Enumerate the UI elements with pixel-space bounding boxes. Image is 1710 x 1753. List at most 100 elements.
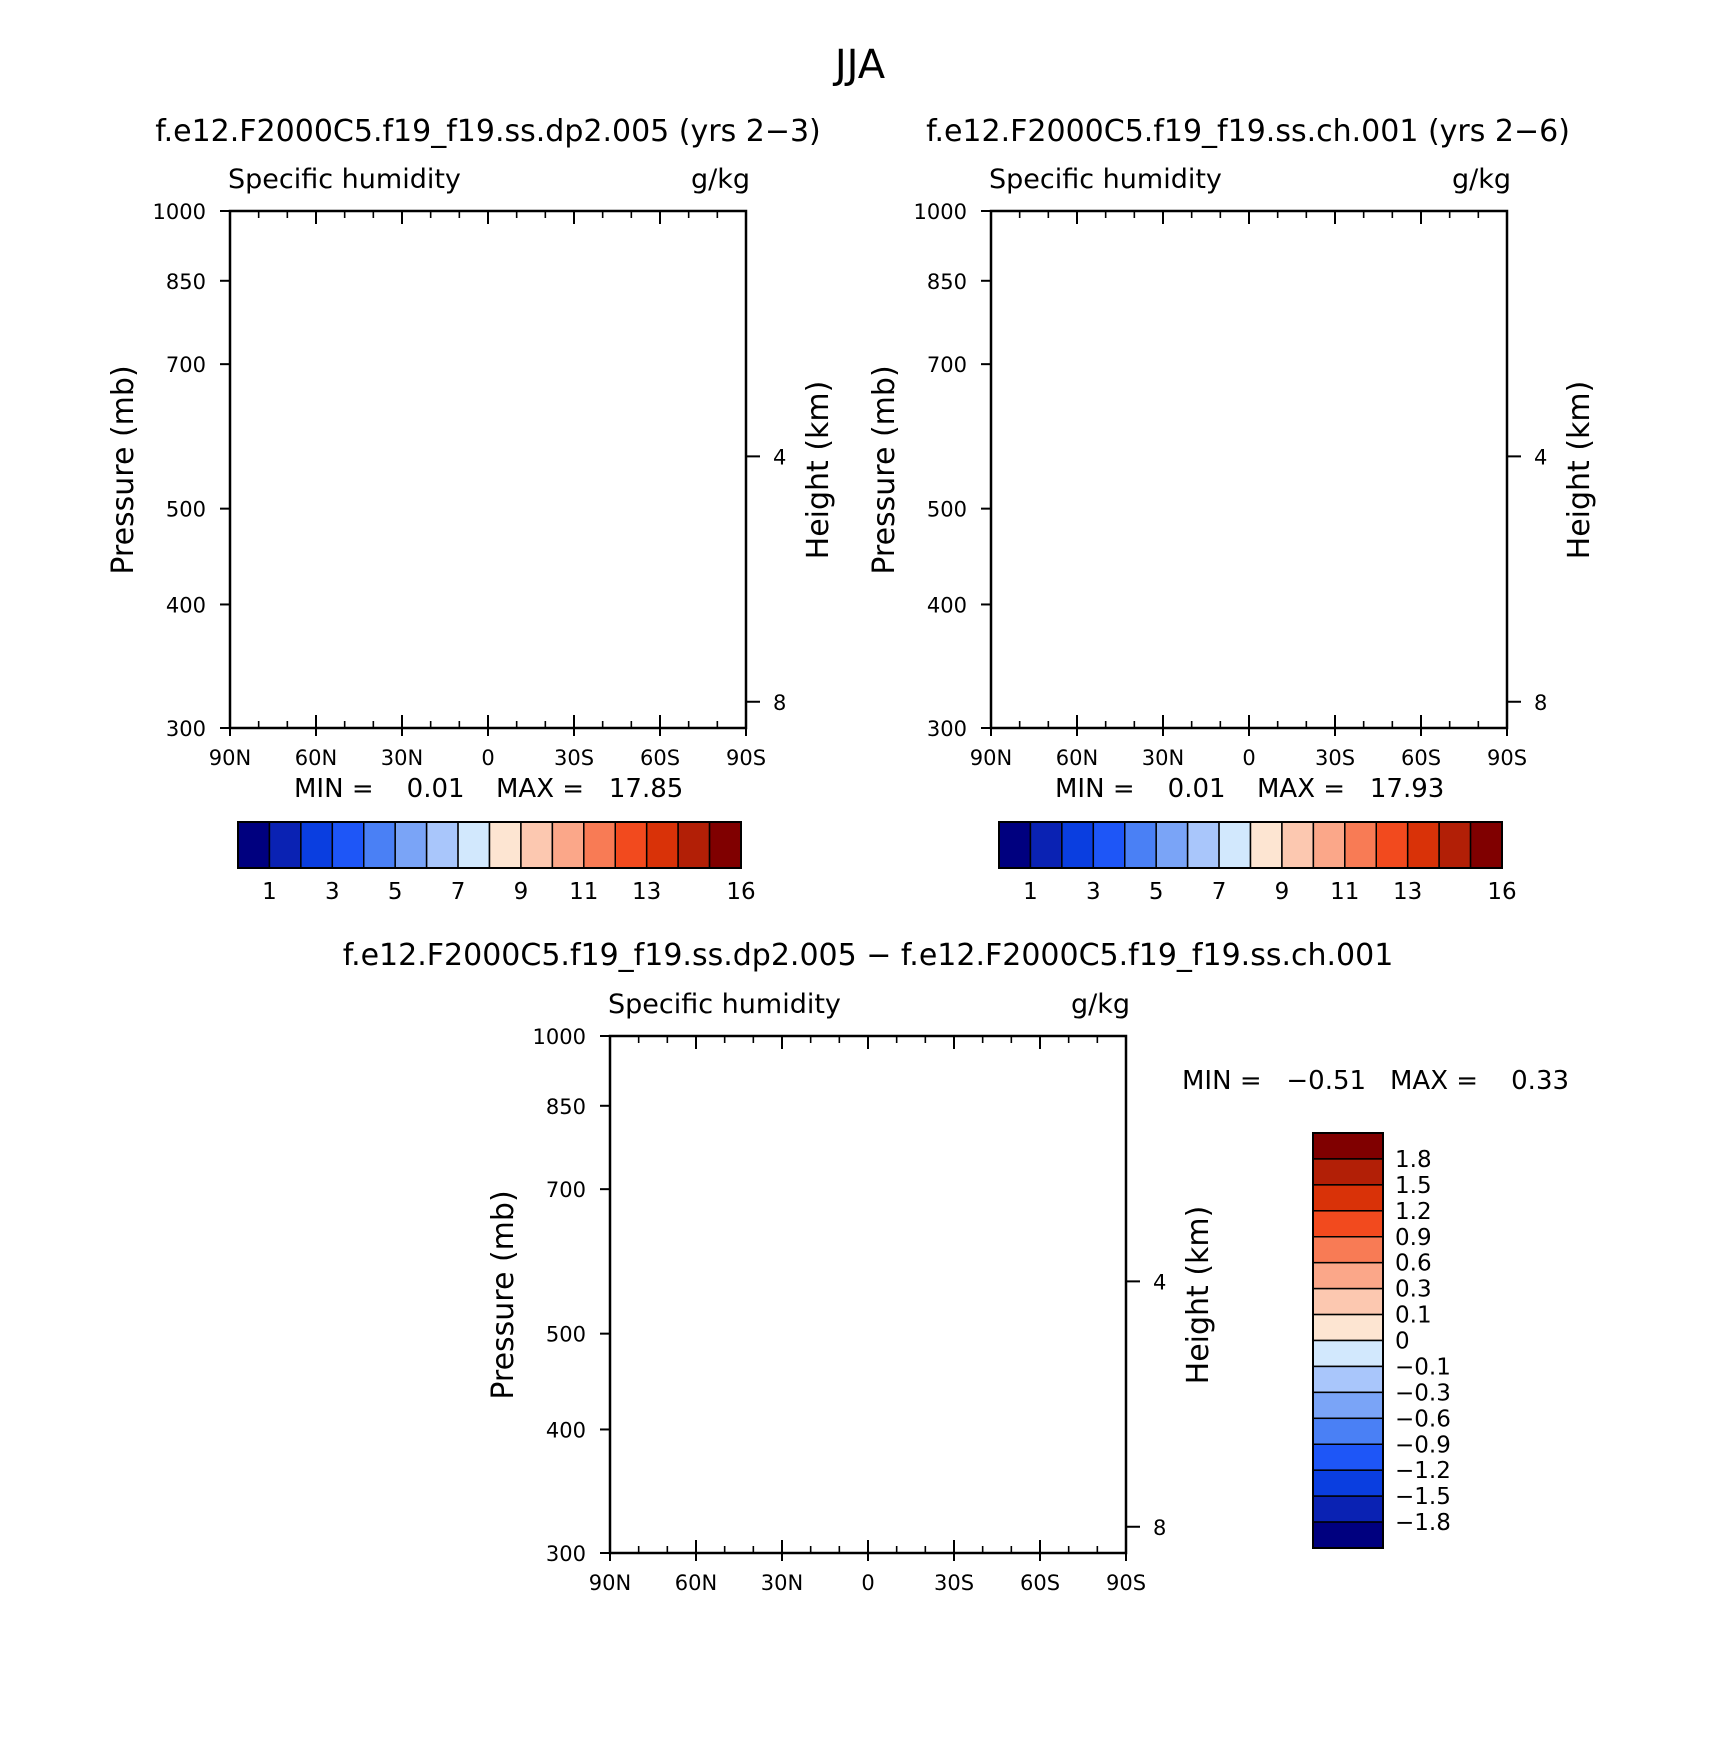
colorbar-label: −0.9 (1395, 1432, 1451, 1458)
colorbar-frame (1312, 1132, 1384, 1549)
colorbar-box (708, 821, 742, 869)
colorbar-box (1438, 821, 1472, 869)
colorbar-box (394, 821, 428, 869)
colorbar-label: 3 (325, 879, 340, 905)
panel-3-max: MAX = 0.33 (1390, 1066, 1569, 1096)
colorbar-box (1406, 821, 1440, 869)
x-tick-label: 0 (1242, 746, 1255, 770)
colorbar-label: −1.5 (1395, 1484, 1451, 1510)
y-tick-label: 850 (546, 1095, 586, 1119)
panel-2-axes: 90N 60N 30N 0 30S 60S 90S 300 400 500 700 850 1000 8 4 (914, 200, 1548, 770)
panel-1-title: f.e12.F2000C5.f19_f19.ss.dp2.005 (yrs 2−… (155, 114, 821, 149)
panel-1-frame (228, 209, 748, 730)
colorbar-label: 16 (1487, 879, 1516, 905)
x-tick-label: 60N (675, 1571, 717, 1595)
y-tick-label: 500 (166, 498, 206, 522)
panel-2-units-label: g/kg (1452, 164, 1511, 195)
x-tick-label: 30N (761, 1571, 803, 1595)
colorbar-label: 16 (726, 879, 755, 905)
colorbar-box (1312, 1261, 1384, 1290)
panel-2-min: MIN = 0.01 (1055, 774, 1226, 804)
colorbar-box (1312, 1365, 1384, 1394)
y-tick-label: 400 (546, 1418, 586, 1442)
colorbar-label: −0.1 (1395, 1354, 1451, 1380)
colorbar-box (488, 821, 522, 869)
colorbar-box (520, 821, 554, 869)
figure-title: JJA (832, 42, 886, 88)
colorbar-box (363, 821, 396, 869)
colorbar-box (425, 821, 459, 869)
x-tick-label: 90N (209, 746, 251, 770)
colorbar-box (1281, 821, 1315, 869)
y-tick-label: 300 (166, 717, 206, 741)
y-right-tick-label: 4 (773, 445, 786, 469)
colorbar-box (237, 821, 271, 869)
colorbar-box (1312, 1521, 1384, 1549)
colorbar-box (1312, 1287, 1384, 1316)
colorbar-label: 0.3 (1395, 1277, 1432, 1303)
y-tick-label: 300 (546, 1542, 586, 1566)
panel-3-frame (608, 1034, 1128, 1555)
colorbar-label: 0.1 (1395, 1303, 1432, 1329)
colorbar-box (1344, 821, 1378, 869)
y-tick-label: 1000 (533, 1025, 586, 1049)
colorbar-label: 1.8 (1395, 1147, 1432, 1173)
colorbar-label: 13 (632, 879, 661, 905)
x-tick-label: 90N (970, 746, 1012, 770)
colorbar-label: 11 (569, 879, 598, 905)
colorbar-label: 3 (1086, 879, 1101, 905)
colorbar-box (1061, 821, 1095, 869)
panel-3-ylabel: Pressure (mb) (486, 1190, 521, 1399)
colorbar-box (1312, 821, 1346, 869)
colorbar-label: −0.3 (1395, 1380, 1451, 1406)
panel-1: f.e12.F2000C5.f19_f19.ss.dp2.005 (yrs 2−… (106, 114, 836, 905)
colorbar-label: 1.2 (1395, 1199, 1432, 1225)
panel-3-axes: 90N 60N 30N 0 30S 60S 90S 300 400 500 700 850 1000 8 4 (533, 1025, 1167, 1595)
x-tick-label: 30S (554, 746, 594, 770)
y-tick-label: 1000 (153, 200, 206, 224)
colorbar-box (1312, 1495, 1384, 1523)
colorbar-box (268, 821, 302, 869)
panel-3-units-label: g/kg (1071, 989, 1130, 1020)
colorbar-label: 0.9 (1395, 1225, 1432, 1251)
panel-1-colorbar: 1 3 5 7 9 11 13 16 (237, 821, 756, 905)
colorbar-box (614, 821, 648, 869)
y-tick-label: 300 (927, 717, 967, 741)
x-tick-label: 90S (1487, 746, 1527, 770)
colorbar-label: 1 (1023, 879, 1038, 905)
colorbar-box (1312, 1132, 1384, 1160)
colorbar-box (1249, 821, 1283, 869)
colorbar-box (998, 821, 1032, 869)
colorbar-box (1312, 1158, 1384, 1186)
colorbar-box (1312, 1184, 1384, 1212)
colorbar-label: 5 (388, 879, 403, 905)
colorbar-box (551, 821, 585, 869)
y-right-tick-label: 4 (1153, 1270, 1166, 1294)
panel-1-min: MIN = 0.01 (294, 774, 465, 804)
x-tick-label: 0 (861, 1571, 874, 1595)
y-tick-label: 700 (546, 1178, 586, 1202)
colorbar-box (1469, 821, 1503, 869)
panel-2-max: MAX = 17.93 (1257, 774, 1444, 804)
panel-1-ylabel: Pressure (mb) (106, 365, 141, 574)
colorbar-box (1312, 1469, 1384, 1497)
colorbar-box (1155, 821, 1189, 869)
x-tick-label: 90S (1106, 1571, 1146, 1595)
colorbar-box (1029, 821, 1063, 869)
panel-3-variable-label: Specific humidity (608, 989, 841, 1020)
colorbar-box (677, 821, 711, 869)
x-tick-label: 30S (934, 1571, 974, 1595)
colorbar-frame (998, 821, 1503, 869)
y-tick-label: 850 (166, 270, 206, 294)
colorbar-box (1312, 1417, 1384, 1446)
x-tick-label: 60S (640, 746, 680, 770)
colorbar-label: 5 (1149, 879, 1164, 905)
colorbar-box (1124, 821, 1157, 869)
colorbar-box (1312, 1339, 1384, 1368)
x-tick-label: 30N (1142, 746, 1184, 770)
colorbar-box (1312, 1391, 1384, 1420)
colorbar-box (457, 821, 491, 869)
panel-2-title: f.e12.F2000C5.f19_f19.ss.ch.001 (yrs 2−6… (926, 114, 1570, 149)
colorbar-box (1312, 1313, 1384, 1342)
